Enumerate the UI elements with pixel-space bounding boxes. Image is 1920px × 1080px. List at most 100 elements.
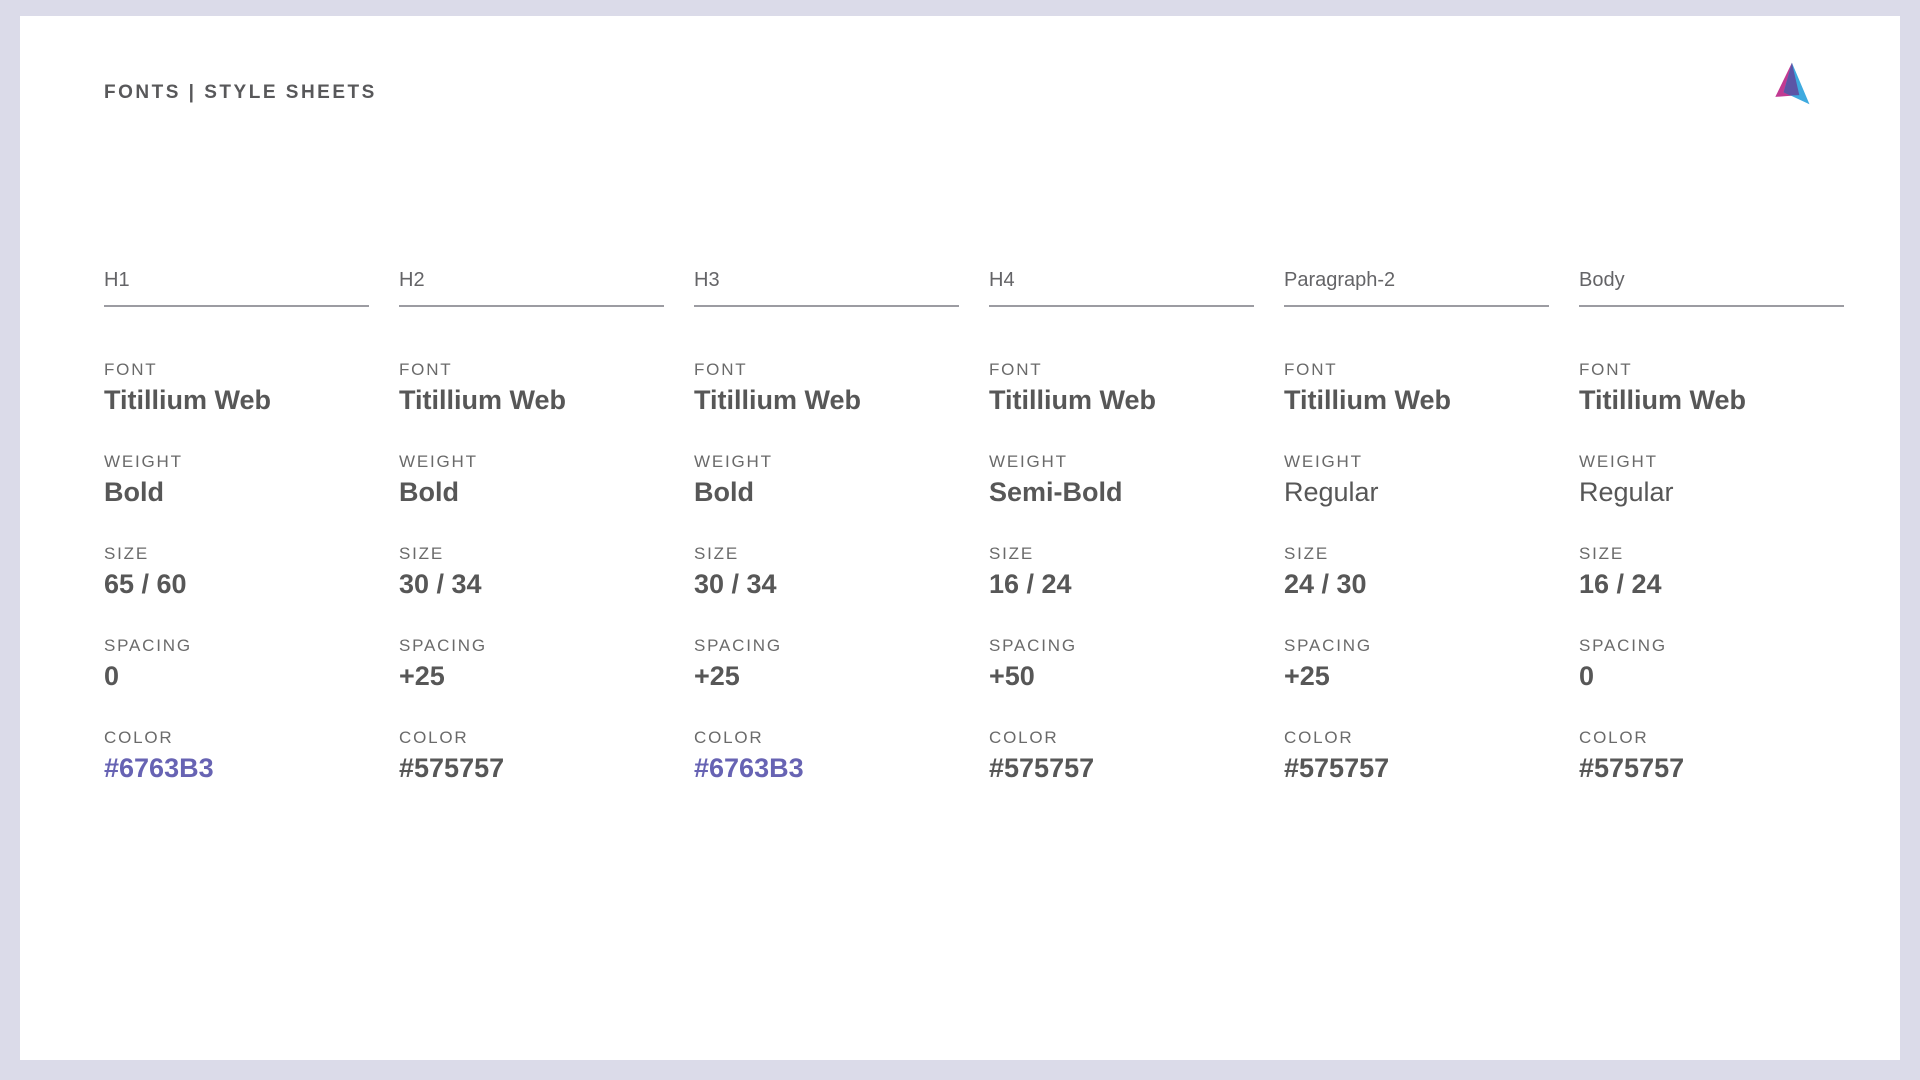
spacing-field: SPACING +50: [989, 635, 1254, 693]
spacing-value: 0: [104, 661, 120, 691]
spacing-field: SPACING 0: [1579, 635, 1844, 693]
divider: [989, 305, 1254, 307]
font-label: FONT: [694, 360, 748, 379]
font-field: FONT Titillium Web: [1579, 359, 1844, 417]
size-field: SIZE 24 / 30: [1284, 543, 1549, 601]
weight-label: WEIGHT: [104, 452, 183, 471]
spacing-field: SPACING 0: [104, 635, 369, 693]
weight-value: Regular: [1284, 477, 1379, 507]
color-field: COLOR #6763B3: [104, 727, 369, 785]
weight-field: WEIGHT Bold: [104, 451, 369, 509]
font-value: Titillium Web: [694, 385, 862, 415]
spacing-label: SPACING: [104, 636, 192, 655]
spacing-label: SPACING: [989, 636, 1077, 655]
spacing-field: SPACING +25: [399, 635, 664, 693]
weight-value: Bold: [694, 477, 754, 507]
font-value: Titillium Web: [1579, 385, 1747, 415]
style-name: Paragraph-2: [1284, 269, 1396, 291]
size-value: 30 / 34: [399, 569, 482, 599]
color-value: #575757: [399, 753, 505, 783]
color-label: COLOR: [694, 728, 764, 747]
style-name: H3: [694, 269, 720, 291]
color-label: COLOR: [1579, 728, 1649, 747]
color-field: COLOR #6763B3: [694, 727, 959, 785]
divider: [104, 305, 369, 307]
divider: [1284, 305, 1549, 307]
type-style-column-h3: H3 FONT Titillium Web WEIGHT Bold SIZE 3…: [694, 268, 959, 819]
color-value: #575757: [989, 753, 1095, 783]
style-name: Body: [1579, 269, 1625, 291]
font-value: Titillium Web: [399, 385, 567, 415]
weight-label: WEIGHT: [399, 452, 478, 471]
type-style-column-body: Body FONT Titillium Web WEIGHT Regular S…: [1579, 268, 1844, 819]
size-label: SIZE: [989, 544, 1034, 563]
logo-overlap-shape: [1783, 62, 1800, 96]
font-label: FONT: [1284, 360, 1338, 379]
font-field: FONT Titillium Web: [1284, 359, 1549, 417]
font-label: FONT: [989, 360, 1043, 379]
spacing-value: 0: [1579, 661, 1595, 691]
font-field: FONT Titillium Web: [399, 359, 664, 417]
style-name: H2: [399, 269, 425, 291]
type-style-column-h2: H2 FONT Titillium Web WEIGHT Bold SIZE 3…: [399, 268, 664, 819]
divider: [1579, 305, 1844, 307]
spacing-field: SPACING +25: [1284, 635, 1549, 693]
weight-value: Bold: [399, 477, 459, 507]
size-value: 24 / 30: [1284, 569, 1367, 599]
spacing-label: SPACING: [694, 636, 782, 655]
size-label: SIZE: [1579, 544, 1624, 563]
divider: [399, 305, 664, 307]
style-name: H4: [989, 269, 1015, 291]
weight-field: WEIGHT Semi-Bold: [989, 451, 1254, 509]
size-field: SIZE 30 / 34: [399, 543, 664, 601]
color-field: COLOR #575757: [1579, 727, 1844, 785]
size-label: SIZE: [399, 544, 444, 563]
type-style-column-paragraph-2: Paragraph-2 FONT Titillium Web WEIGHT Re…: [1284, 268, 1549, 819]
type-style-column-h1: H1 FONT Titillium Web WEIGHT Bold SIZE 6…: [104, 268, 369, 819]
divider: [694, 305, 959, 307]
color-field: COLOR #575757: [1284, 727, 1549, 785]
spacing-value: +25: [694, 661, 740, 691]
weight-value: Semi-Bold: [989, 477, 1123, 507]
type-specimen-columns: H1 FONT Titillium Web WEIGHT Bold SIZE 6…: [104, 268, 1844, 819]
font-label: FONT: [104, 360, 158, 379]
color-label: COLOR: [1284, 728, 1354, 747]
size-label: SIZE: [104, 544, 149, 563]
color-field: COLOR #575757: [989, 727, 1254, 785]
size-field: SIZE 65 / 60: [104, 543, 369, 601]
weight-label: WEIGHT: [1579, 452, 1658, 471]
font-field: FONT Titillium Web: [694, 359, 959, 417]
spacing-label: SPACING: [1284, 636, 1372, 655]
spacing-label: SPACING: [399, 636, 487, 655]
color-label: COLOR: [989, 728, 1059, 747]
weight-field: WEIGHT Regular: [1284, 451, 1549, 509]
size-value: 16 / 24: [989, 569, 1072, 599]
font-label: FONT: [399, 360, 453, 379]
font-value: Titillium Web: [989, 385, 1157, 415]
page-title: FONTS | STYLE SHEETS: [104, 82, 377, 103]
weight-field: WEIGHT Bold: [399, 451, 664, 509]
size-value: 16 / 24: [1579, 569, 1662, 599]
arrowhead-logo-icon: [1775, 62, 1810, 105]
weight-value: Bold: [104, 477, 164, 507]
style-sheet-card: FONTS | STYLE SHEETS H1 FONT Titillium W…: [20, 16, 1900, 1060]
weight-field: WEIGHT Regular: [1579, 451, 1844, 509]
size-label: SIZE: [694, 544, 739, 563]
color-label: COLOR: [104, 728, 174, 747]
spacing-value: +50: [989, 661, 1035, 691]
spacing-label: SPACING: [1579, 636, 1667, 655]
font-field: FONT Titillium Web: [989, 359, 1254, 417]
size-field: SIZE 30 / 34: [694, 543, 959, 601]
color-value: #575757: [1579, 753, 1685, 783]
color-value: #6763B3: [104, 753, 214, 783]
color-value: #6763B3: [694, 753, 804, 783]
color-value: #575757: [1284, 753, 1390, 783]
size-field: SIZE 16 / 24: [989, 543, 1254, 601]
font-label: FONT: [1579, 360, 1633, 379]
weight-label: WEIGHT: [694, 452, 773, 471]
type-style-column-h4: H4 FONT Titillium Web WEIGHT Semi-Bold S…: [989, 268, 1254, 819]
font-value: Titillium Web: [104, 385, 272, 415]
size-value: 65 / 60: [104, 569, 187, 599]
size-label: SIZE: [1284, 544, 1329, 563]
